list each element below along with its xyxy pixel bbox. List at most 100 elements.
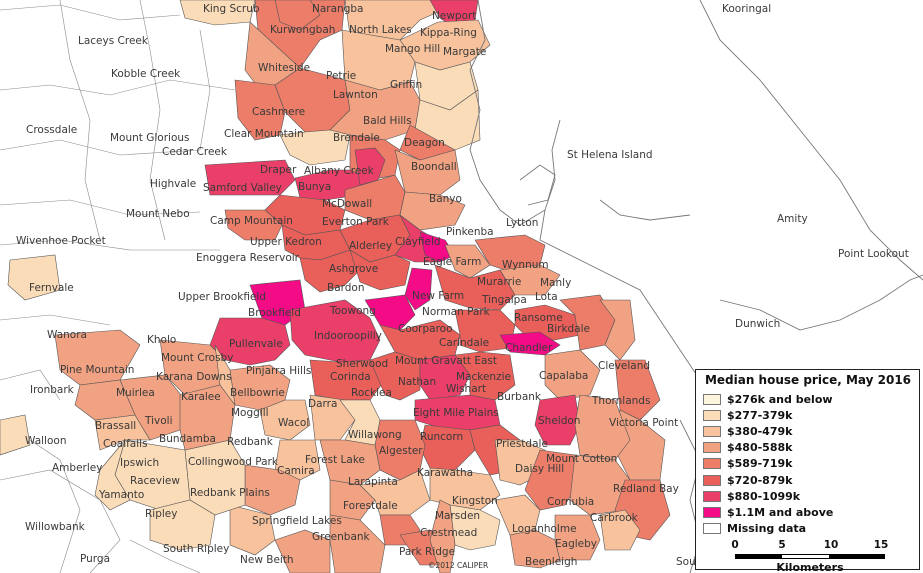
place-label: Highvale — [150, 178, 196, 190]
place-label: Bellbowrie — [230, 387, 285, 399]
suburb-region — [369, 351, 421, 401]
boundary-line — [0, 469, 121, 573]
place-label: Beenleigh — [525, 556, 577, 568]
place-label: Murarrie — [477, 276, 521, 288]
suburb-region — [349, 249, 411, 291]
place-label: Loganholme — [512, 523, 577, 535]
place-label: Marsden — [435, 510, 480, 522]
suburb-region — [329, 514, 386, 573]
legend-label: $380-479k — [727, 424, 793, 438]
scale-bar-graphic — [735, 553, 885, 559]
place-label: Mount Nebo — [126, 208, 190, 220]
place-label: New Beith — [240, 554, 294, 566]
place-label: Wishart — [446, 383, 486, 395]
place-label: Wanora — [47, 329, 87, 341]
place-label: Eight Mile Plains — [413, 407, 499, 419]
suburb-region — [149, 499, 216, 551]
place-label: King Scrub — [203, 3, 260, 15]
place-label: Norman Park — [422, 306, 491, 318]
place-label: Bardon — [327, 282, 365, 294]
suburb-region — [534, 394, 581, 446]
place-label: Samford Valley — [203, 182, 282, 194]
place-label: Boondall — [411, 161, 457, 173]
suburb-region — [429, 499, 456, 573]
place-label: Coalfalls — [103, 438, 148, 450]
suburb-region — [179, 0, 256, 26]
suburb-region — [274, 0, 321, 31]
place-label: Karawatha — [417, 467, 473, 479]
place-label: Fernvale — [29, 282, 74, 294]
boundary-line — [0, 79, 236, 96]
place-label: Ironbark — [30, 384, 75, 396]
place-label: Griffin — [390, 79, 422, 91]
coastline-line — [469, 0, 561, 226]
place-label: Brendale — [333, 132, 380, 144]
suburb-region — [224, 209, 283, 241]
suburb-region — [7, 254, 61, 301]
place-label: Wivenhoe Pocket — [16, 235, 106, 247]
place-label: Alderley — [349, 240, 392, 252]
suburb-region — [309, 394, 356, 441]
place-label: Sherwood — [336, 358, 388, 370]
legend-item: Missing data — [703, 521, 913, 537]
place-label: Corinda — [330, 371, 371, 383]
place-label: Darra — [308, 398, 337, 410]
suburb-region — [229, 504, 276, 556]
place-label: Larapinta — [348, 476, 398, 488]
place-label: Mount Crosby — [161, 352, 233, 364]
suburb-region — [329, 479, 376, 521]
boundary-line — [0, 199, 201, 216]
place-label: Karana Downs — [156, 371, 232, 383]
suburb-region — [514, 304, 581, 341]
legend-label: Missing data — [727, 522, 807, 536]
place-label: Whiteside — [258, 62, 310, 74]
place-label: Deagon — [404, 137, 445, 149]
place-label: Redbank — [227, 436, 274, 448]
place-label: Wynnum — [502, 259, 549, 271]
scale-tick-5: 5 — [778, 538, 786, 551]
suburb-region — [329, 79, 421, 141]
place-label: Lytton — [506, 217, 538, 229]
suburb-region — [364, 294, 416, 331]
scale-bar: 0 5 10 15 Kilometers — [703, 539, 913, 573]
place-label: Kurwongbah — [270, 24, 335, 36]
boundary-line — [129, 539, 201, 573]
place-label: Lawnton — [333, 89, 378, 101]
place-label: Victoria Point — [609, 417, 678, 429]
place-label: North Lakes — [349, 24, 412, 36]
legend-swatch — [703, 393, 721, 405]
place-label: Camira — [277, 465, 315, 477]
legend-item: $380-479k — [703, 423, 913, 439]
place-label: Point Lookout — [838, 248, 909, 260]
suburb-region — [279, 129, 351, 166]
place-label: Margate — [443, 46, 486, 58]
place-label: Pinkenba — [446, 226, 494, 238]
place-label: Wacol — [278, 417, 309, 429]
suburb-region — [434, 264, 516, 311]
place-label: Daisy Hill — [515, 463, 564, 475]
suburb-region — [0, 414, 31, 456]
suburb-region — [614, 359, 661, 421]
place-label: Mango Hill — [385, 43, 440, 55]
place-label: Forest Lake — [305, 454, 365, 466]
place-label: McDowall — [322, 198, 372, 210]
place-label: Greenbank — [312, 531, 371, 543]
place-label: Redland Bay — [613, 483, 679, 495]
place-label: Kooringal — [722, 3, 771, 15]
place-labels: King Scrub Narangba Newport Kooringal Kurwon… — [16, 3, 909, 568]
boundary-line — [0, 139, 201, 156]
legend-swatch — [703, 490, 721, 502]
place-label: Priestdale — [496, 438, 548, 450]
place-label: Forestdale — [343, 500, 398, 512]
map-legend: Median house price, May 2016 $276k and b… — [695, 369, 920, 573]
place-label: Ripley — [145, 508, 177, 520]
place-label: Clayfield — [395, 236, 441, 248]
scale-tick-15: 15 — [873, 538, 889, 551]
place-label: New Farm — [412, 290, 464, 302]
place-label: Bald Hills — [363, 115, 412, 127]
legend-label: $276k and below — [727, 392, 833, 406]
legend-swatch — [703, 442, 721, 454]
place-label: Ipswich — [120, 457, 159, 469]
place-label: Crestmead — [420, 527, 477, 539]
